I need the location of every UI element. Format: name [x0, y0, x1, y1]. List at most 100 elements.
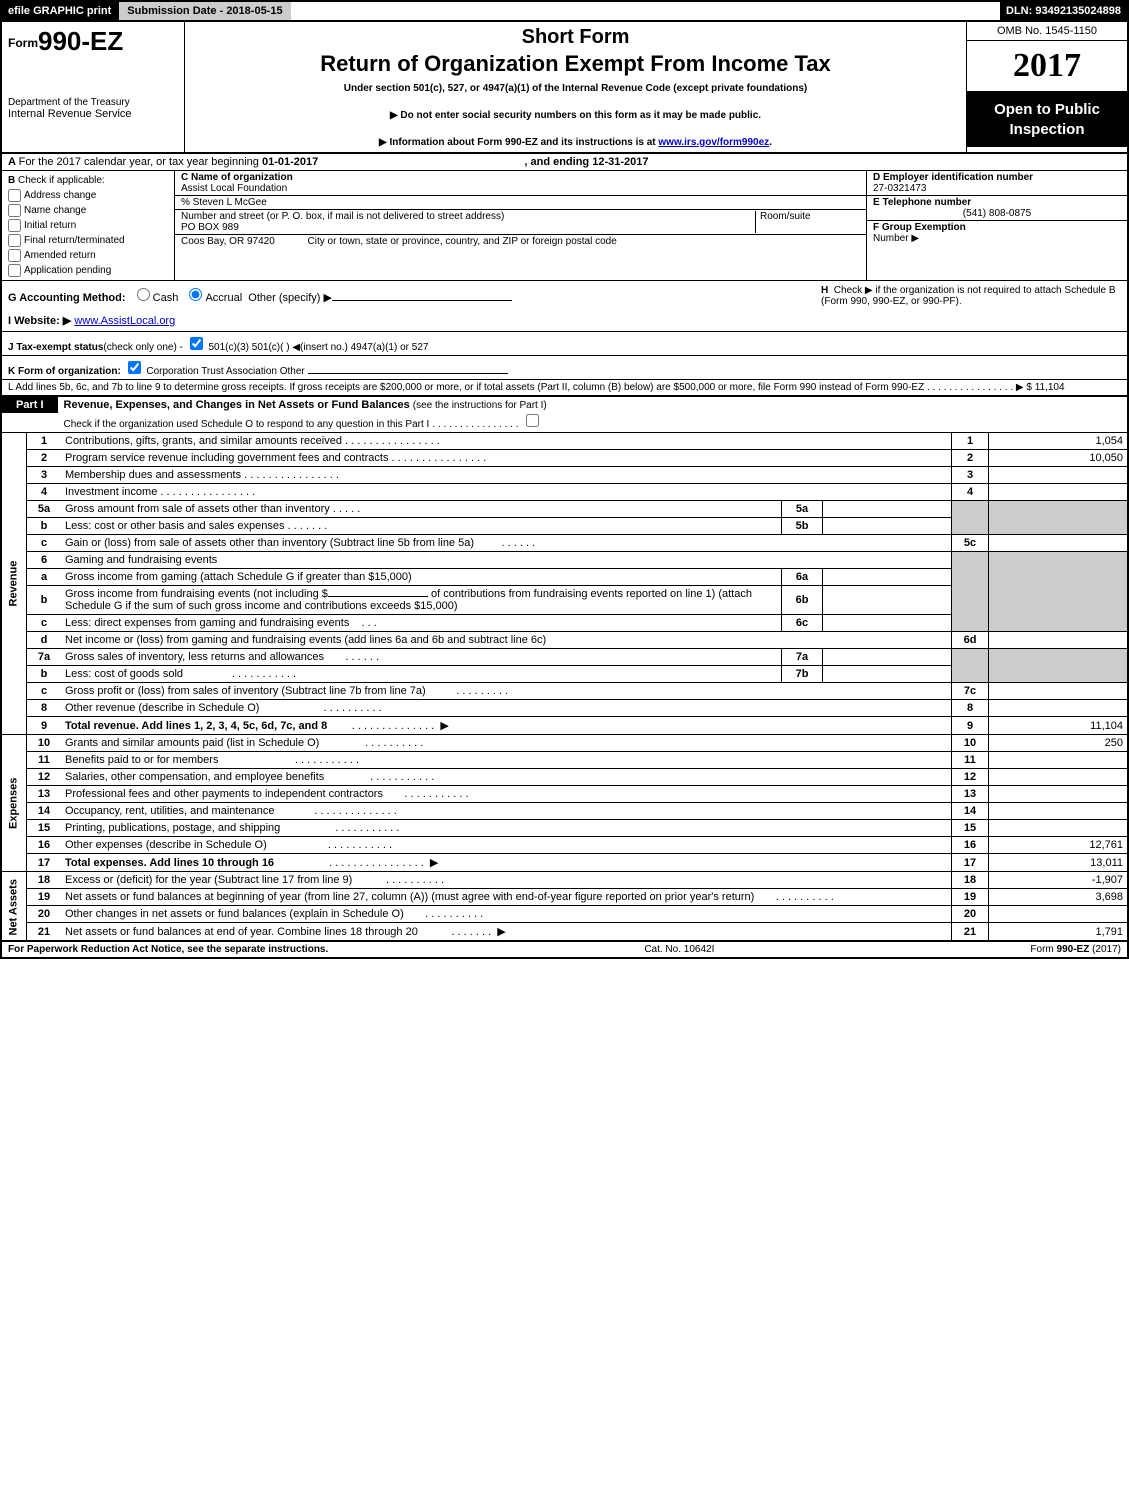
section-b: B Check if applicable: Address change Na…	[2, 171, 175, 280]
ln-6: 6	[27, 552, 62, 569]
ln-10: 10	[27, 735, 62, 752]
part1-dots	[432, 419, 518, 430]
line6-text: Gaming and fundraising events	[61, 552, 952, 569]
b-opt0: Address change	[24, 190, 96, 201]
other-specify-line[interactable]	[332, 300, 512, 301]
phone: (541) 808-0875	[873, 208, 1121, 219]
b-label: Check if applicable:	[18, 175, 105, 186]
no-7c: 7c	[952, 683, 989, 700]
chk-amended-return[interactable]	[8, 249, 21, 262]
submission-date: Submission Date - 2018-05-15	[117, 2, 290, 20]
footer-left: For Paperwork Reduction Act Notice, see …	[8, 944, 328, 955]
line2-text: Program service revenue including govern…	[65, 452, 388, 464]
info-link[interactable]: www.irs.gov/form990ez	[658, 137, 769, 148]
g-other: Other (specify) ▶	[248, 292, 332, 304]
chk-application-pending[interactable]	[8, 264, 21, 277]
ln-11: 11	[27, 752, 62, 769]
chk-initial-return[interactable]	[8, 219, 21, 232]
ln-6c: c	[27, 615, 62, 632]
info-pre: ▶ Information about Form 990-EZ and its …	[379, 137, 658, 148]
val-13	[989, 786, 1129, 803]
ln-15: 15	[27, 820, 62, 837]
innerval-5a	[823, 501, 952, 518]
a-mid: , and ending	[524, 156, 592, 168]
ln-9: 9	[27, 717, 62, 735]
footer-mid: Cat. No. 10642I	[328, 944, 1030, 955]
chk-schedule-o[interactable]	[526, 414, 539, 427]
val-18: -1,907	[989, 872, 1129, 889]
line16-text: Other expenses (describe in Schedule O)	[65, 839, 267, 851]
city-value: Coos Bay, OR 97420	[181, 236, 275, 247]
line11-text: Benefits paid to or for members	[65, 754, 218, 766]
line5c-text: Gain or (loss) from sale of assets other…	[65, 537, 474, 549]
inner-5b: 5b	[782, 518, 823, 535]
k-other-line[interactable]	[308, 373, 508, 374]
room-suite-label: Room/suite	[755, 211, 860, 233]
no-17: 17	[952, 854, 989, 872]
ln-1: 1	[27, 433, 62, 450]
ln-7b: b	[27, 666, 62, 683]
no-9: 9	[952, 717, 989, 735]
d4	[157, 486, 255, 498]
dln-label: DLN: 93492135024898	[1000, 2, 1127, 20]
line21-text: Net assets or fund balances at end of ye…	[65, 926, 418, 938]
d3	[241, 469, 339, 481]
form-number: Form990-EZ	[8, 26, 178, 57]
radio-cash[interactable]	[137, 288, 150, 301]
ln-8: 8	[27, 700, 62, 717]
val-19: 3,698	[989, 889, 1129, 906]
line14-text: Occupancy, rent, utilities, and maintena…	[65, 805, 275, 817]
ln-7c: c	[27, 683, 62, 700]
chk-name-change[interactable]	[8, 204, 21, 217]
chk-address-change[interactable]	[8, 189, 21, 202]
po-box: PO BOX 989	[181, 222, 239, 233]
radio-accrual[interactable]	[189, 288, 202, 301]
ln-2: 2	[27, 450, 62, 467]
l-dots	[927, 382, 1013, 393]
chk-corporation[interactable]	[128, 361, 141, 374]
val-12	[989, 769, 1129, 786]
ln-6b: b	[27, 586, 62, 615]
expenses-side-label: Expenses	[1, 735, 27, 872]
ln-5c: c	[27, 535, 62, 552]
ln-21: 21	[27, 923, 62, 942]
val-10: 250	[989, 735, 1129, 752]
line7b-text: Less: cost of goods sold	[65, 668, 183, 680]
dept-treasury: Department of the Treasury	[8, 97, 178, 108]
open-to-public: Open to Public Inspection	[967, 92, 1127, 147]
b-opt4: Amended return	[24, 250, 96, 261]
no-19: 19	[952, 889, 989, 906]
l-text: L Add lines 5b, 6c, and 7b to line 9 to …	[8, 382, 924, 393]
val-15	[989, 820, 1129, 837]
d-label: D Employer identification number	[873, 172, 1033, 183]
omb-number: OMB No. 1545-1150	[967, 22, 1127, 41]
topbar-spacer	[291, 2, 1000, 20]
website-link[interactable]: www.AssistLocal.org	[74, 315, 175, 327]
val-11	[989, 752, 1129, 769]
inner-5a: 5a	[782, 501, 823, 518]
inner-6a: 6a	[782, 569, 823, 586]
line6b-blank[interactable]	[328, 596, 428, 597]
inner-6b: 6b	[782, 586, 823, 615]
efile-print-button[interactable]: efile GRAPHIC print	[2, 2, 117, 20]
ln-17: 17	[27, 854, 62, 872]
no-13: 13	[952, 786, 989, 803]
care-of: % Steven L McGee	[175, 196, 866, 210]
chk-501c3[interactable]	[190, 337, 203, 350]
val-17: 13,011	[989, 854, 1129, 872]
b-opt2: Initial return	[24, 220, 76, 231]
part1-title: Revenue, Expenses, and Changes in Net As…	[64, 399, 410, 411]
line1-text: Contributions, gifts, grants, and simila…	[65, 435, 342, 447]
ln-6a: a	[27, 569, 62, 586]
line13-text: Professional fees and other payments to …	[65, 788, 383, 800]
inner-6c: 6c	[782, 615, 823, 632]
tax-year: 2017	[967, 41, 1127, 92]
g-label: G Accounting Method:	[8, 292, 126, 304]
val-7c	[989, 683, 1129, 700]
under-section: Under section 501(c), 527, or 4947(a)(1)…	[191, 83, 960, 94]
ln-4: 4	[27, 484, 62, 501]
line6d-text: Net income or (loss) from gaming and fun…	[61, 632, 952, 649]
dept-irs: Internal Revenue Service	[8, 108, 178, 120]
chk-final-return[interactable]	[8, 234, 21, 247]
no-3: 3	[952, 467, 989, 484]
